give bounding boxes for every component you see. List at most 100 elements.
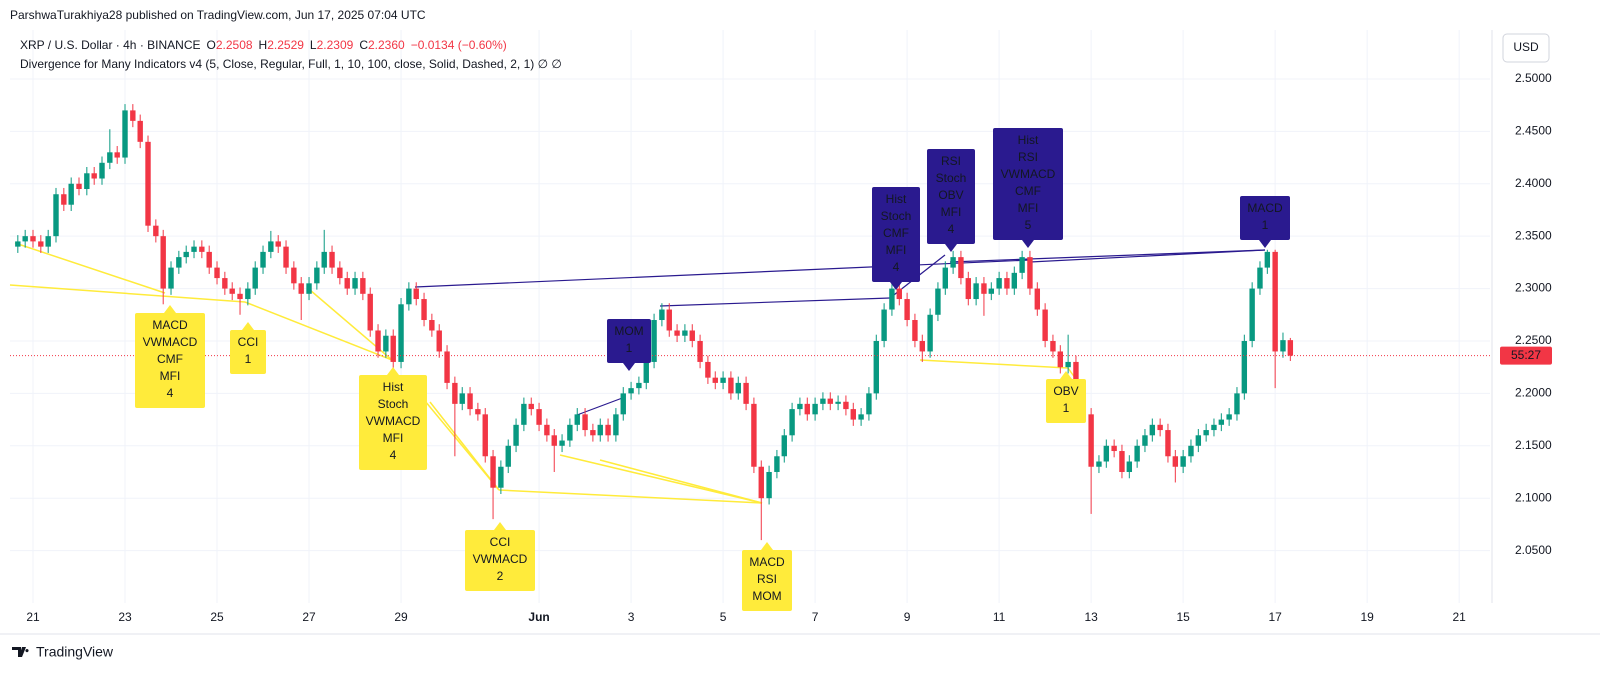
ohlc-value: 2.2508 xyxy=(216,38,253,52)
annotation-text: VWMACD xyxy=(1001,167,1056,181)
symbol: XRP / U.S. Dollar · 4h · BINANCE xyxy=(20,38,201,52)
annotation-text: Hist xyxy=(383,380,404,394)
annotation-label: OBV 1 xyxy=(1046,371,1086,423)
candle-body xyxy=(191,246,197,252)
candle-body xyxy=(1203,430,1209,436)
annotation-text: 4 xyxy=(893,260,900,274)
candle-body xyxy=(659,309,665,321)
candle-body xyxy=(153,225,159,237)
candle-body xyxy=(99,162,105,179)
annotation-text: 1 xyxy=(626,341,633,355)
x-tick-label: 15 xyxy=(1176,610,1190,624)
bearish-divergence-line xyxy=(1029,249,1266,263)
x-tick-label: 11 xyxy=(993,610,1006,624)
candle-body xyxy=(15,241,21,247)
candle-body xyxy=(122,110,128,158)
annotation-pointer xyxy=(890,282,902,290)
annotation-label: Hist RSI VWMACD CMF MFI 5 xyxy=(993,128,1063,248)
annotation-label: MOM 1 xyxy=(607,319,651,371)
candle-body xyxy=(889,288,895,310)
candle-body xyxy=(421,299,427,321)
currency[interactable]: USD xyxy=(1513,40,1539,54)
annotations: MACD VWMACD CMF MFI 4 CCI 1 Hist Stoch VWMACD MFI 4… xyxy=(135,128,1290,611)
ohlc-letter: L xyxy=(310,38,317,52)
ohlc-letter: C xyxy=(359,38,368,52)
candle-body xyxy=(835,401,841,404)
candle-body xyxy=(275,241,281,247)
y-tick-label: 2.0500 xyxy=(1515,543,1552,557)
annotation-text: 5 xyxy=(1025,218,1032,232)
ohlc-value: 2.2309 xyxy=(317,38,354,52)
y-tick-label: 2.3500 xyxy=(1515,228,1552,242)
candle-body xyxy=(620,393,626,415)
annotation-box xyxy=(742,550,792,611)
candle-body xyxy=(68,183,74,205)
candle-body xyxy=(1280,340,1286,352)
candle-body xyxy=(1011,272,1018,289)
attribution: ParshwaTurakhiya28 published on TradingV… xyxy=(10,8,426,22)
candle-body xyxy=(942,267,948,289)
candle-body xyxy=(682,330,688,336)
candle-body xyxy=(360,278,366,294)
candle-body xyxy=(298,283,304,294)
candle-body xyxy=(114,152,120,158)
annotation-label: CCI VWMACD 2 xyxy=(465,522,535,591)
annotation-box xyxy=(465,530,535,591)
ohlc-value: 2.2529 xyxy=(267,38,304,52)
candle-body xyxy=(697,340,703,362)
candle-body xyxy=(613,414,619,436)
candle-body xyxy=(482,414,488,457)
annotation-box xyxy=(230,330,266,374)
candle-body xyxy=(283,246,289,268)
candle-body xyxy=(559,440,565,446)
annotation-pointer xyxy=(1259,240,1271,248)
annotation-text: MACD xyxy=(749,555,785,569)
candle-body xyxy=(1241,340,1248,394)
currency-button[interactable] xyxy=(1502,33,1550,63)
candle-body xyxy=(766,471,772,499)
candle-body xyxy=(314,267,320,284)
price-tag xyxy=(1500,346,1552,365)
annotation-text: VWMACD xyxy=(473,552,528,566)
annotation-box xyxy=(359,375,427,470)
candle-body xyxy=(544,424,550,436)
annotation-text: MFI xyxy=(383,431,404,445)
x-tick-label: 9 xyxy=(904,610,911,624)
annotation-box xyxy=(607,319,651,363)
candle-body xyxy=(459,393,465,404)
x-tick-label: 13 xyxy=(1084,610,1098,624)
x-tick-label: 21 xyxy=(26,610,40,624)
candle-body xyxy=(912,320,918,341)
candle-body xyxy=(268,241,274,252)
logo: TradingView xyxy=(12,644,114,660)
candle-body xyxy=(567,424,573,441)
annotation-box xyxy=(135,313,205,408)
candle-body xyxy=(605,424,611,436)
annotation-text: 4 xyxy=(390,448,397,462)
candle-body xyxy=(996,278,1002,289)
candle-body xyxy=(712,377,718,383)
candle-body xyxy=(1226,414,1232,420)
candle-body xyxy=(176,257,182,268)
candle-body xyxy=(91,173,97,179)
candle-body xyxy=(628,388,634,394)
candle-body xyxy=(597,424,603,436)
candle-body xyxy=(1126,461,1133,472)
candle-body xyxy=(1134,445,1140,462)
candle-body xyxy=(850,409,856,420)
candle-body xyxy=(636,382,642,389)
annotation-text: RSI xyxy=(757,572,777,586)
y-tick-label: 2.1500 xyxy=(1515,438,1552,452)
x-tick-label: 7 xyxy=(812,610,819,624)
candle-body xyxy=(804,403,810,415)
annotation-label: MACD 1 xyxy=(1240,196,1290,248)
annotation-text: 1 xyxy=(1063,401,1070,415)
x-tick-label: 27 xyxy=(302,610,316,624)
candle-body xyxy=(705,361,711,378)
candle-body xyxy=(1157,424,1163,431)
annotation-box xyxy=(927,149,975,244)
annotation-text: MACD xyxy=(1247,201,1283,215)
candle-body xyxy=(720,377,726,383)
candle-body xyxy=(896,288,902,300)
